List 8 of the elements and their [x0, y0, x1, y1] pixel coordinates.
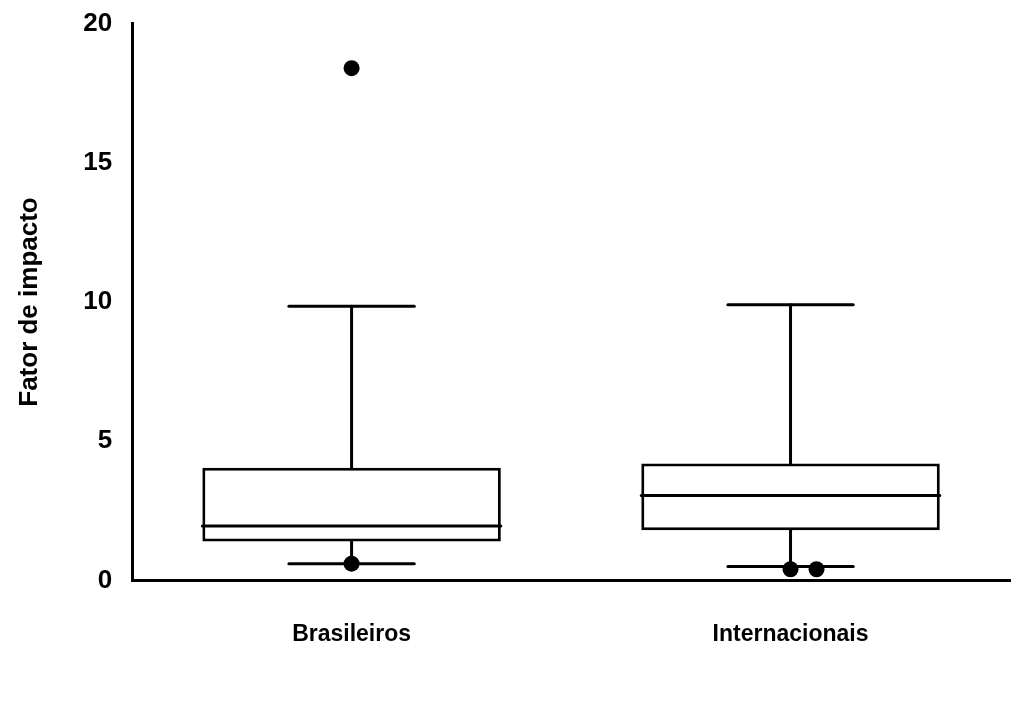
y-axis-title: Fator de impacto: [12, 197, 43, 407]
y-tick-label: 20: [83, 6, 113, 37]
y-tick-label: 5: [97, 424, 113, 455]
y-tick-label: 15: [83, 145, 113, 176]
y-tick-label: 10: [83, 285, 113, 316]
y-tick-label: 0: [97, 563, 113, 594]
x-tick-label: Brasileiros: [292, 619, 412, 646]
x-tick-label: Internacionais: [712, 619, 869, 646]
